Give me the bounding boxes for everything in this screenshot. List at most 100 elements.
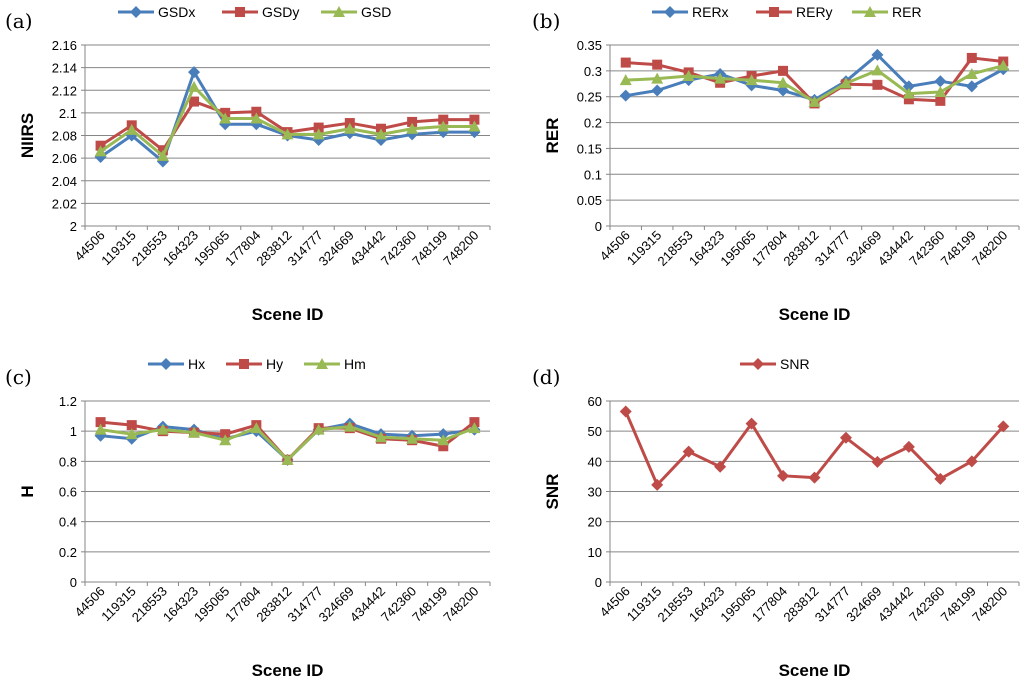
legend-label-d-SNR: SNR — [780, 356, 810, 372]
ytick-label-a-3: 2.06 — [52, 151, 77, 166]
legend-marker-d-SNR — [752, 358, 764, 370]
point-c-Hm-11 — [437, 434, 450, 446]
ytick-label-b-7: 0.35 — [577, 38, 602, 53]
point-b-RER-4 — [745, 74, 758, 86]
ytick-label-b-5: 0.25 — [577, 90, 602, 105]
y-axis-label-d: SNR — [543, 474, 562, 510]
point-b-RERx-8 — [871, 48, 884, 61]
legend-label-b-RERy: RERy — [796, 4, 833, 20]
legend-entry-b-RER: RER — [852, 4, 922, 20]
legend-label-c-Hy: Hy — [266, 356, 283, 372]
point-b-RER-3 — [714, 72, 727, 84]
point-b-RERy-1 — [652, 59, 663, 70]
point-d-SNR-12 — [997, 420, 1010, 433]
point-b-RERx-0 — [619, 89, 632, 102]
point-a-GSD-5 — [250, 112, 263, 124]
point-b-RERx-1 — [651, 84, 664, 97]
legend-label-b-RER: RER — [892, 4, 922, 20]
point-c-Hm-4 — [219, 434, 232, 446]
point-a-GSDx-3 — [188, 66, 201, 79]
point-c-Hy-0 — [95, 417, 106, 428]
legend-label-c-Hm: Hm — [344, 356, 366, 372]
ytick-label-a-7: 2.14 — [52, 61, 77, 76]
point-b-RER-11 — [965, 67, 978, 79]
legend-entry-c-Hx: Hx — [148, 356, 205, 372]
ytick-label-d-5: 50 — [588, 424, 602, 439]
point-a-GSD-6 — [281, 128, 294, 140]
point-b-RERy-0 — [620, 57, 631, 68]
point-d-SNR-11 — [965, 455, 978, 468]
series-a-GSDx — [94, 66, 481, 168]
point-d-SNR-1 — [651, 478, 664, 491]
point-c-Hm-6 — [281, 453, 294, 465]
legend-marker-b-RER — [864, 6, 876, 17]
x-axis-label-a: Scene ID — [252, 305, 324, 324]
legend-label-b-RERx: RERx — [692, 4, 729, 20]
point-b-RERy-9 — [903, 94, 914, 105]
xtick-label-d-12: 748200 — [969, 584, 1010, 625]
chart-c: (c)00.20.40.60.811.244506119315218553164… — [5, 356, 491, 680]
point-a-GSD-9 — [374, 128, 387, 140]
ytick-label-a-5: 2.1 — [59, 106, 77, 121]
ytick-label-a-1: 2.02 — [52, 196, 77, 211]
legend-marker-c-Hx — [160, 358, 172, 370]
point-a-GSDy-10 — [407, 116, 418, 127]
legend-label-a-GSD: GSD — [361, 4, 391, 20]
point-a-GSDy-3 — [189, 96, 200, 107]
ytick-label-b-1: 0.05 — [577, 193, 602, 208]
point-b-RER-12 — [997, 59, 1010, 71]
series-line-a-GSDy — [99, 100, 475, 152]
point-b-RERx-9 — [902, 80, 915, 93]
y-axis-label-b: RER — [543, 118, 562, 154]
point-c-Hy-4 — [220, 429, 231, 440]
ytick-label-a-0: 2 — [70, 219, 77, 234]
ytick-label-d-3: 30 — [588, 485, 602, 500]
point-d-SNR-9 — [902, 440, 915, 453]
point-d-SNR-0 — [619, 405, 632, 418]
ytick-label-c-4: 0.8 — [59, 454, 77, 469]
point-c-Hy-12 — [469, 417, 480, 428]
point-c-Hx-11 — [437, 428, 450, 441]
chart-d: (d)0102030405060445061193152185531643231… — [532, 356, 1020, 680]
point-a-GSD-10 — [406, 122, 419, 134]
x-axis-label-b: Scene ID — [779, 305, 851, 324]
legend-marker-a-GSD — [333, 6, 345, 17]
ytick-label-c-6: 1.2 — [59, 394, 77, 409]
ytick-label-c-3: 0.6 — [59, 485, 77, 500]
point-c-Hm-2 — [156, 423, 169, 435]
ytick-label-b-2: 0.1 — [584, 167, 602, 182]
series-c-Hm — [94, 420, 481, 465]
point-d-SNR-6 — [808, 471, 821, 484]
ytick-label-d-4: 40 — [588, 454, 602, 469]
point-d-SNR-8 — [871, 455, 884, 468]
point-d-SNR-5 — [777, 469, 790, 482]
point-c-Hm-12 — [468, 422, 481, 434]
xtick-label-c-12: 748200 — [440, 584, 481, 625]
point-a-GSD-0 — [94, 145, 107, 157]
point-b-RER-9 — [902, 87, 915, 99]
xtick-label-a-12: 748200 — [440, 228, 481, 269]
point-d-SNR-4 — [745, 417, 758, 430]
ytick-label-a-4: 2.08 — [52, 129, 77, 144]
point-d-SNR-3 — [714, 460, 727, 473]
point-a-GSDy-7 — [313, 122, 324, 133]
point-c-Hm-1 — [125, 428, 138, 440]
point-b-RER-8 — [871, 64, 884, 76]
ytick-label-a-8: 2.16 — [52, 38, 77, 53]
point-d-SNR-7 — [839, 431, 852, 444]
legend-marker-c-Hm — [316, 358, 328, 369]
point-b-RER-7 — [839, 77, 852, 89]
panel-d: (d) 0 10 20 30 40 50 60 44506 119315 218553 164323 1… — [512, 339, 1024, 680]
point-c-Hm-8 — [343, 420, 356, 432]
point-a-GSDy-5 — [251, 106, 262, 117]
ytick-label-d-1: 10 — [588, 545, 602, 560]
panel-label-c: (c) — [5, 365, 32, 389]
ytick-label-a-6: 2.12 — [52, 83, 77, 98]
point-a-GSDy-12 — [469, 114, 480, 125]
point-b-RER-2 — [682, 70, 695, 82]
panel-label-d: (d) — [532, 365, 560, 389]
y-axis-label-c: H — [18, 485, 37, 497]
point-c-Hm-3 — [188, 426, 201, 438]
y-axis-label-a: NIIRS — [18, 113, 37, 158]
